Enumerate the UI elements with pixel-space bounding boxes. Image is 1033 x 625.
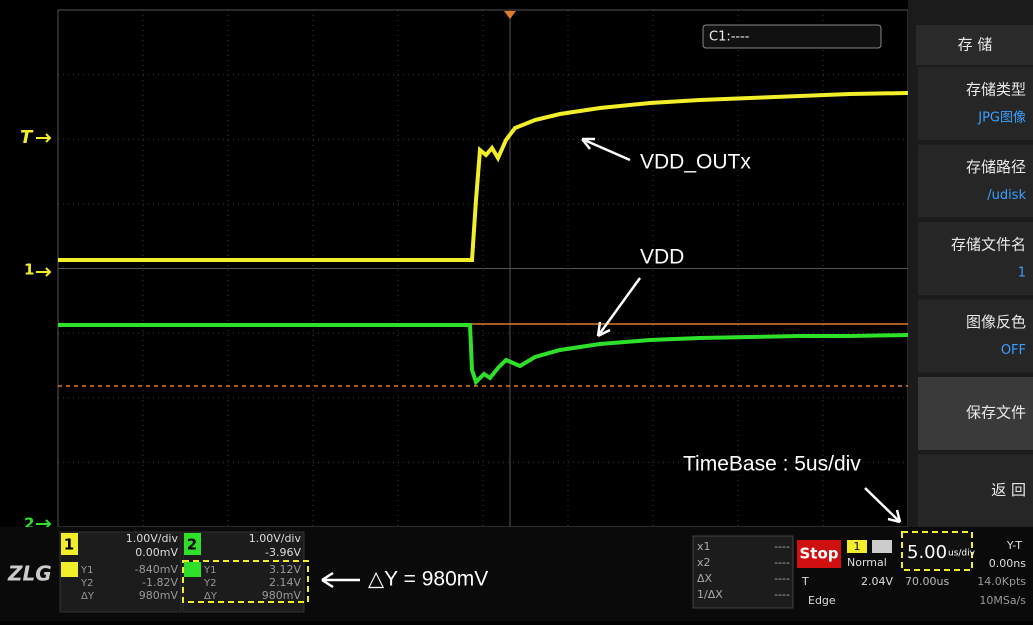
channel-badge-bg (61, 533, 78, 555)
timebase-unit: us/div (948, 549, 976, 559)
row-label: Y2 (80, 578, 93, 589)
trigger-level: 2.04V (861, 575, 893, 588)
cursor-label: 1/ΔX (697, 588, 723, 601)
menu-item-label: 保存文件 (966, 404, 1026, 422)
annotation: △Y = 980mV (368, 568, 488, 591)
cursor-label: ΔX (697, 572, 713, 585)
run-state[interactable]: Stop (799, 545, 838, 563)
annotation: TimeBase : 5us/div (683, 453, 861, 476)
cursor-panel (692, 535, 794, 609)
trigger-level-marker: T (20, 127, 34, 148)
cursor-box-text: C1:---- (709, 30, 750, 45)
channel-scale: 1.00V/div (249, 532, 302, 545)
menu-item-label: 返 回 (991, 481, 1026, 499)
channel-offset: 0.00mV (135, 546, 178, 559)
measure-value: 2.14V (269, 576, 301, 589)
sample-rate: 10MSa/s (979, 594, 1026, 607)
coupling-icon (184, 562, 201, 577)
menu-title: 存 储 (958, 36, 993, 54)
channel-badge-bg (184, 533, 201, 555)
ch1-marker: 1 (24, 261, 34, 279)
ch2-waveform (58, 323, 909, 386)
channel-offset: -3.96V (265, 546, 301, 559)
cursor-value: ---- (774, 588, 790, 601)
channel-panel (59, 531, 182, 613)
trigger-mode: Normal (847, 556, 887, 569)
row-label: ΔY (204, 591, 218, 602)
annotation-arrow (321, 571, 360, 589)
cursor-label: x1 (697, 540, 711, 553)
measure-value: 3.12V (269, 563, 301, 576)
channel-badge: 1 (64, 536, 74, 554)
measure-value: -840mV (135, 563, 179, 576)
cursor-box (702, 24, 882, 49)
trigger-type: Edge (808, 594, 836, 607)
trigger-position (504, 11, 516, 19)
timebase-value: 5.00 (907, 542, 947, 563)
cursor-value: ---- (774, 572, 790, 585)
trigger-source: 1 (854, 540, 861, 553)
memory-depth: 14.0Kpts (977, 575, 1026, 588)
menu-item-label: 图像反色 (966, 313, 1026, 331)
annotation-arrow (596, 277, 642, 338)
timebase-box[interactable] (901, 531, 973, 571)
timebase-delay: 70.00us (905, 575, 949, 588)
menu-item-value: OFF (1001, 343, 1026, 358)
mode-offset: 0.00ns (989, 557, 1026, 570)
menu-item[interactable] (918, 454, 1033, 528)
menu-item-value: 1 (1018, 266, 1026, 281)
menu-item[interactable] (918, 299, 1033, 373)
ch2-marker: 2 (24, 515, 34, 533)
row-label: Y1 (203, 565, 216, 576)
annotation: VDD (640, 246, 684, 269)
cursor-label: x2 (697, 556, 711, 569)
menu-item-label: 存储文件名 (951, 236, 1026, 254)
measure-value: 980mV (139, 589, 179, 602)
marker-arrow (36, 133, 52, 143)
menu-item-value: /udisk (987, 188, 1026, 203)
marker-arrow (36, 267, 52, 277)
menu-item-label: 存储路径 (966, 158, 1026, 176)
trigger-source-bg (847, 540, 867, 553)
mode-name: Y-T (1006, 539, 1022, 552)
marker-arrow (36, 519, 52, 529)
menu-item[interactable] (918, 377, 1033, 450)
annotation-arrow (864, 487, 902, 524)
row-label: Y1 (80, 565, 93, 576)
logo: ZLG (7, 562, 52, 586)
row-label: ΔY (81, 591, 95, 602)
annotation: VDD_OUTx (640, 151, 751, 174)
cursor-value: ---- (774, 540, 790, 553)
graticule (58, 10, 908, 527)
cursor-readouts: x1 ---- x2 ---- ΔX ---- 1/ΔX ---- (697, 540, 790, 601)
menu-item[interactable] (918, 67, 1033, 140)
channel-badge: 2 (187, 536, 197, 554)
menu-item[interactable] (918, 222, 1033, 295)
menu-title-bg (916, 25, 1033, 65)
measure-value: -1.82V (142, 576, 178, 589)
annotation-arrow (581, 137, 631, 162)
highlight-box (182, 560, 309, 603)
channel-scale: 1.00V/div (126, 532, 179, 545)
menu-item[interactable] (918, 144, 1033, 218)
trigger-icon (872, 540, 892, 553)
menu-item-value: JPG图像 (977, 111, 1026, 126)
ch1-waveform (58, 91, 909, 262)
run-state-bg (797, 540, 841, 568)
coupling-icon (61, 562, 78, 577)
channel-panel (182, 531, 305, 613)
cursor-value: ---- (774, 556, 790, 569)
menu-item-label: 存储类型 (966, 81, 1026, 99)
measure-value: 980mV (262, 589, 302, 602)
row-label: Y2 (203, 578, 216, 589)
trigger-label: T (801, 575, 809, 588)
